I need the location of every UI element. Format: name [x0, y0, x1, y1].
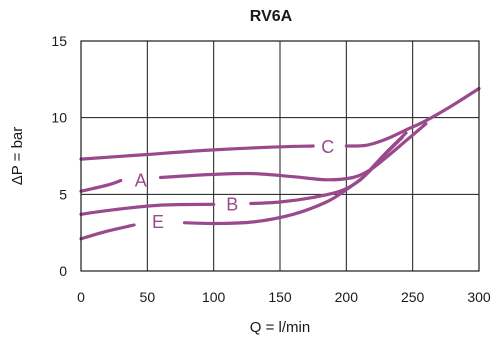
y-tick-label-3: 15 — [51, 33, 67, 49]
x-tick-label-5: 250 — [401, 289, 425, 305]
curve-a-segment-2 — [159, 122, 428, 182]
chart-title: RV6A — [250, 8, 293, 25]
y-axis-label: ΔP = bar — [9, 127, 26, 186]
x-tick-label-2: 100 — [202, 289, 226, 305]
curve-a-label: A — [135, 171, 147, 191]
chart-curves — [79, 86, 481, 241]
curve-e-segment-2 — [182, 136, 404, 226]
plot-frame — [80, 40, 480, 272]
x-tick-label-0: 0 — [77, 289, 85, 305]
chart-curve-labels: C A B E — [135, 137, 335, 232]
x-axis-label: Q = l/min — [250, 319, 310, 336]
x-tick-label-6: 300 — [467, 289, 491, 305]
curve-a-segment-1 — [79, 178, 123, 193]
x-tick-label-1: 50 — [140, 289, 156, 305]
y-axis-ticks: 0 5 10 15 — [51, 33, 67, 279]
y-tick-label-0: 0 — [59, 263, 67, 279]
curve-b-segment-1 — [79, 202, 216, 216]
x-tick-label-3: 150 — [268, 289, 292, 305]
curve-e-segment-1 — [79, 223, 136, 241]
curve-c-segment-1 — [79, 144, 315, 161]
x-axis-ticks: 0 50 100 150 200 250 300 — [77, 289, 491, 305]
curve-c-segment-2 — [344, 86, 481, 148]
curve-e-label: E — [152, 212, 164, 232]
curve-c-label: C — [321, 137, 334, 157]
y-tick-label-2: 10 — [51, 110, 67, 126]
curve-b-label: B — [226, 194, 238, 214]
x-tick-label-4: 200 — [335, 289, 359, 305]
y-tick-label-1: 5 — [59, 186, 67, 202]
